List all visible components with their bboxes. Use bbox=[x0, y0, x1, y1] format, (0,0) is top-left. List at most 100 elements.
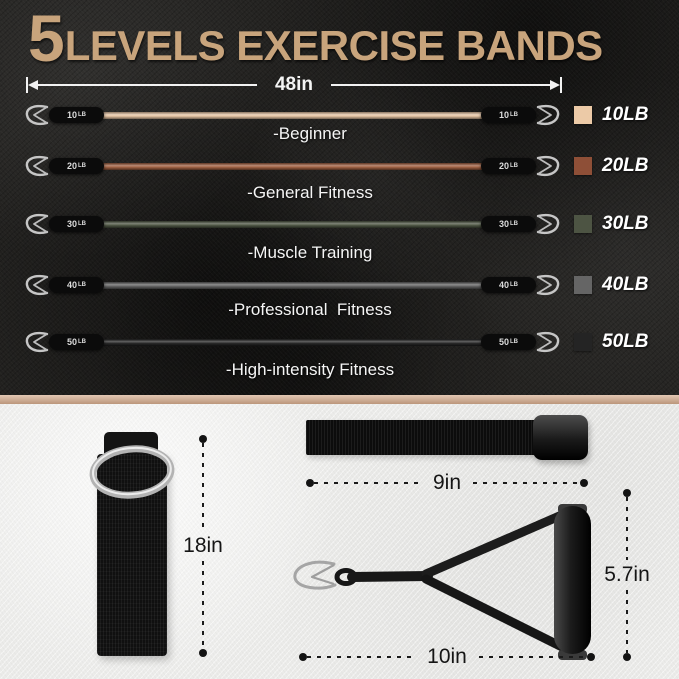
measure-dot bbox=[587, 653, 596, 661]
tag-weight-value: 30 bbox=[498, 219, 509, 229]
tag-weight-unit: LB bbox=[78, 339, 86, 345]
ankle-strap-height-label: 18in bbox=[183, 534, 223, 557]
tag-weight-unit: LB bbox=[510, 112, 518, 118]
handle bbox=[293, 504, 591, 660]
weight-tag-left: 30 LB bbox=[49, 216, 104, 232]
color-swatch bbox=[574, 276, 592, 294]
weight-tag-left: 40 LB bbox=[49, 277, 104, 293]
tag-weight-unit: LB bbox=[78, 221, 86, 227]
overall-length-measure: 48in bbox=[26, 74, 562, 95]
band-row: 10 LB 10 LB 10LB bbox=[24, 102, 660, 128]
measure-line bbox=[38, 84, 257, 86]
tag-weight-value: 30 bbox=[66, 219, 77, 229]
tag-weight-unit: LB bbox=[510, 339, 518, 345]
category-label: -Professional Fitness bbox=[228, 300, 392, 319]
tag-weight-value: 20 bbox=[498, 161, 509, 171]
measure-dot bbox=[623, 653, 631, 661]
weight-tag-right: 20 LB bbox=[481, 158, 536, 174]
dotted-line bbox=[314, 482, 421, 484]
weight-label: 30LB bbox=[602, 213, 649, 234]
band-row: 40 LB 40 LB 40LB bbox=[24, 272, 660, 298]
accessories-section: 18in 9in bbox=[0, 404, 679, 679]
dotted-line bbox=[626, 497, 628, 560]
dotted-line bbox=[473, 482, 580, 484]
carabiner-right-icon bbox=[536, 104, 560, 126]
dotted-line bbox=[478, 656, 588, 658]
title-text: LEVELS EXERCISE BANDS bbox=[64, 22, 603, 70]
tag-weight-value: 50 bbox=[66, 337, 77, 347]
tag-weight-value: 50 bbox=[498, 337, 509, 347]
band-row: 20 LB 20 LB 20LB bbox=[24, 153, 660, 179]
color-swatch bbox=[574, 215, 592, 233]
bands-section: 5 LEVELS EXERCISE BANDS 48in 10 LB 10 LB bbox=[0, 0, 679, 395]
tag-weight-value: 40 bbox=[498, 280, 509, 290]
handle-strap bbox=[347, 571, 433, 582]
color-swatch bbox=[574, 106, 592, 124]
carabiner-right-icon bbox=[536, 155, 560, 177]
resistance-band bbox=[101, 281, 484, 289]
dotted-line bbox=[202, 443, 204, 531]
tag-weight-unit: LB bbox=[510, 221, 518, 227]
carabiner-left-icon bbox=[25, 155, 49, 177]
overall-length-label: 48in bbox=[274, 74, 314, 95]
category-label: -Beginner bbox=[273, 124, 347, 143]
dotted-line bbox=[202, 561, 204, 649]
measure-line bbox=[331, 84, 550, 86]
weight-tag-right: 10 LB bbox=[481, 107, 536, 123]
weight-label: 40LB bbox=[602, 274, 649, 295]
resistance-band bbox=[101, 162, 484, 170]
arrow-left-icon bbox=[28, 80, 38, 90]
section-divider bbox=[0, 395, 679, 404]
category-label: -General Fitness bbox=[247, 183, 373, 202]
measure-dot bbox=[580, 479, 588, 487]
measure-dot bbox=[306, 479, 314, 487]
color-swatch bbox=[574, 157, 592, 175]
dotted-line bbox=[307, 656, 416, 658]
carabiner-left-icon bbox=[25, 274, 49, 296]
handle-strap-lower bbox=[421, 574, 569, 653]
measure-end-tick bbox=[560, 77, 562, 93]
door-anchor-length-measure: 9in bbox=[306, 471, 588, 494]
tag-weight-unit: LB bbox=[510, 282, 518, 288]
measure-dot bbox=[199, 435, 207, 443]
handle-width-label: 10in bbox=[427, 645, 467, 668]
weight-tag-left: 20 LB bbox=[49, 158, 104, 174]
poster-title: 5 LEVELS EXERCISE BANDS bbox=[28, 1, 603, 75]
weight-label: 10LB bbox=[602, 104, 649, 125]
category-label: -High-intensity Fitness bbox=[225, 360, 395, 379]
handle-height-label: 5.7in bbox=[604, 563, 650, 586]
tag-weight-value: 10 bbox=[498, 110, 509, 120]
tag-weight-unit: LB bbox=[510, 163, 518, 169]
measure-dot bbox=[299, 653, 307, 661]
carabiner-left-icon bbox=[25, 213, 49, 235]
handle-height-measure: 5.7in bbox=[601, 489, 653, 661]
weight-tag-right: 30 LB bbox=[481, 216, 536, 232]
carabiner-left-icon bbox=[25, 331, 49, 353]
tag-weight-unit: LB bbox=[78, 112, 86, 118]
measure-dot bbox=[199, 649, 207, 657]
measure-dot bbox=[623, 489, 631, 497]
carabiner-right-icon bbox=[536, 213, 560, 235]
tag-weight-unit: LB bbox=[78, 282, 86, 288]
handle-width-measure: 10in bbox=[299, 645, 596, 668]
weight-tag-left: 50 LB bbox=[49, 334, 104, 350]
door-anchor-foam bbox=[533, 415, 588, 460]
tag-weight-unit: LB bbox=[78, 163, 86, 169]
carabiner-right-icon bbox=[536, 331, 560, 353]
weight-label: 20LB bbox=[602, 155, 649, 176]
handle-strap-upper bbox=[421, 509, 569, 579]
carabiner-icon bbox=[293, 560, 337, 590]
handle-grip bbox=[554, 506, 591, 654]
band-row: 30 LB 30 LB 30LB bbox=[24, 211, 660, 237]
arrow-right-icon bbox=[550, 80, 560, 90]
resistance-band bbox=[101, 111, 484, 119]
weight-tag-right: 50 LB bbox=[481, 334, 536, 350]
door-anchor-strap bbox=[306, 420, 538, 455]
title-number: 5 bbox=[28, 1, 65, 75]
measure-end-tick bbox=[26, 77, 28, 93]
tag-weight-value: 40 bbox=[66, 280, 77, 290]
dotted-line bbox=[626, 590, 628, 653]
weight-label: 50LB bbox=[602, 331, 649, 352]
d-ring-icon bbox=[89, 445, 175, 499]
